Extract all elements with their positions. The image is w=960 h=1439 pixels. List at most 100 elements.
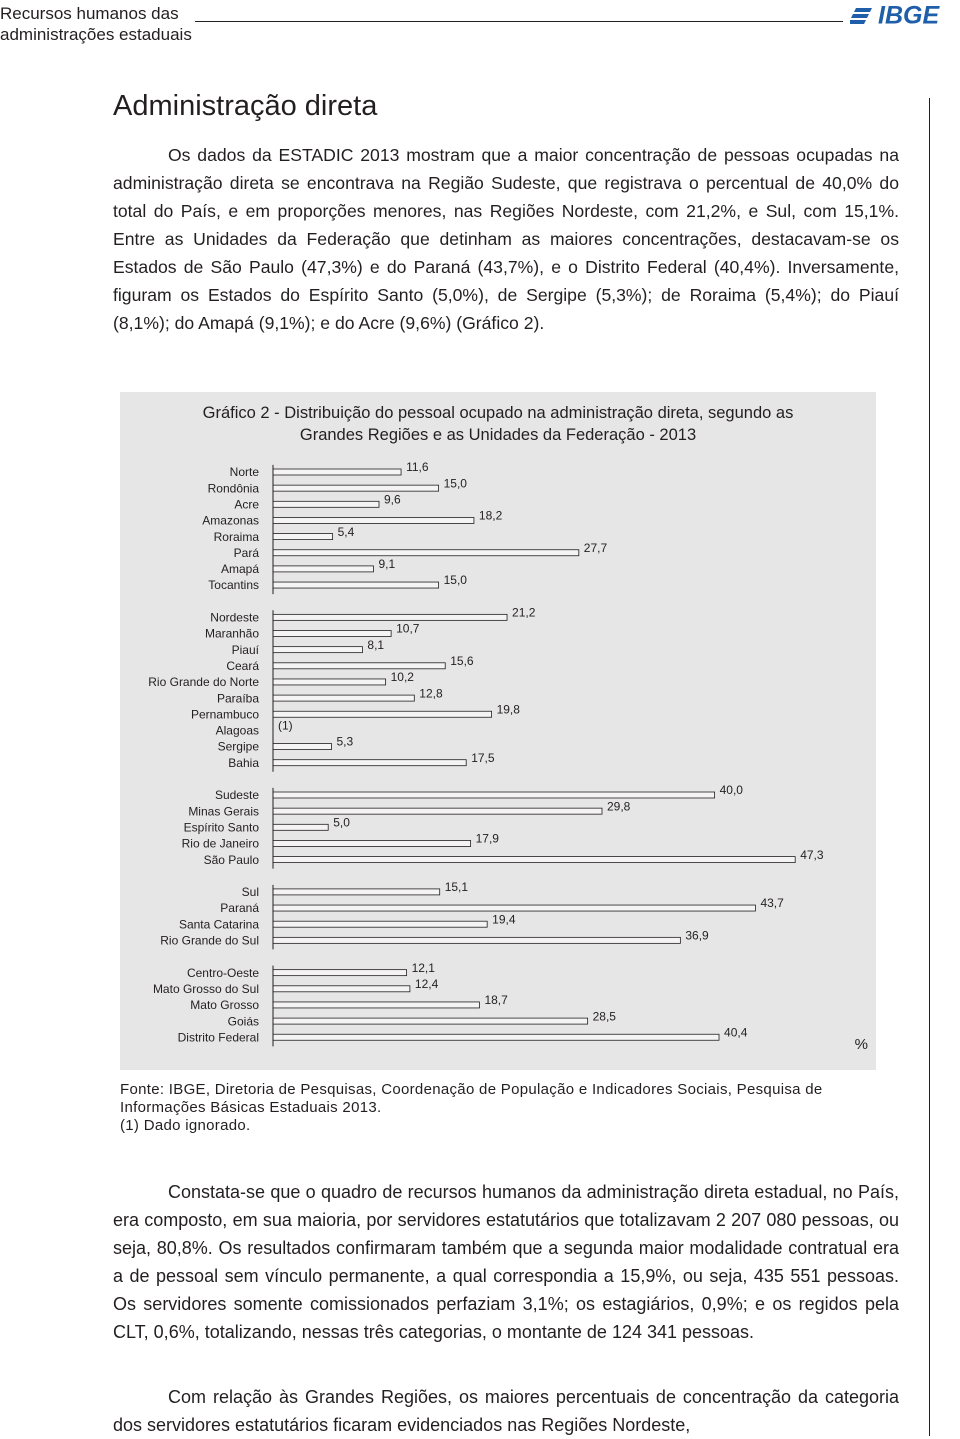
value-label: 19,4 <box>492 912 516 926</box>
bar <box>272 646 363 654</box>
value-label: (1) <box>278 719 293 733</box>
paragraph: Os dados da ESTADIC 2013 mostram que a m… <box>113 145 899 333</box>
category-label: Rio Grande do Sul <box>160 934 259 948</box>
bar <box>272 985 411 993</box>
bar <box>272 565 374 573</box>
value-label: 36,9 <box>685 929 709 943</box>
category-label: Sergipe <box>218 740 260 754</box>
value-label: 27,7 <box>584 541 608 555</box>
category-label: Alagoas <box>216 724 259 738</box>
chart-title: Gráfico 2 - Distribuição do pessoal ocup… <box>120 402 876 446</box>
value-label: 15,6 <box>450 654 474 668</box>
paragraph: Com relação às Grandes Regiões, os maior… <box>113 1387 899 1435</box>
category-label: Amapá <box>221 562 259 576</box>
logo: IBGE <box>850 2 940 30</box>
bar <box>272 581 440 589</box>
header-line: administrações estaduais <box>0 25 192 44</box>
bar <box>272 920 488 928</box>
value-label: 12,1 <box>412 961 436 975</box>
bar <box>272 840 472 847</box>
bar <box>272 549 580 557</box>
value-label: 8,1 <box>367 638 384 652</box>
value-label: 29,8 <box>607 799 631 813</box>
logo-text: IBGE <box>878 2 940 30</box>
paragraph: Constata-se que o quadro de recursos hum… <box>113 1182 899 1342</box>
category-label: Bahia <box>228 756 259 770</box>
bar <box>272 533 334 541</box>
value-label: 17,9 <box>476 832 500 846</box>
value-label: 5,4 <box>338 525 355 539</box>
section-title: Administração direta <box>113 90 378 122</box>
value-label: 11,6 <box>406 460 429 474</box>
category-label: Rondônia <box>208 481 260 495</box>
value-label: 40,4 <box>724 1025 748 1039</box>
unit-label: % <box>855 1036 868 1053</box>
bar <box>272 823 329 831</box>
header-rule <box>195 21 843 22</box>
value-label: 10,2 <box>391 670 415 684</box>
bar <box>272 1001 480 1009</box>
bar <box>272 500 380 508</box>
category-label: Mato Grosso do Sul <box>153 982 259 996</box>
category-label: Centro-Oeste <box>187 966 259 980</box>
value-label: 12,8 <box>419 686 443 700</box>
value-label: 15,1 <box>445 880 469 894</box>
chart: Norte 11,6 Rondônia 15,0 Acre 9,6 Amazonas 18,2… <box>148 460 868 1053</box>
bar <box>272 936 681 944</box>
category-label: Acre <box>234 497 259 511</box>
value-label: 19,8 <box>497 702 521 716</box>
bar <box>272 630 392 637</box>
bar <box>272 678 387 686</box>
value-label: 15,0 <box>444 573 468 587</box>
category-label: Rio de Janeiro <box>182 837 260 851</box>
value-label: 10,7 <box>396 622 420 636</box>
value-label: 9,6 <box>384 492 401 506</box>
category-label: Roraima <box>214 530 260 544</box>
bar <box>272 694 415 702</box>
bar <box>272 807 603 815</box>
margin-rule <box>929 98 930 1436</box>
category-label: Goiás <box>228 1014 259 1028</box>
category-label: Maranhão <box>205 627 259 641</box>
value-label: 18,7 <box>484 993 508 1007</box>
bar <box>272 856 796 864</box>
chart-title-text: Gráfico 2 - Distribuição do pessoal ocup… <box>202 404 794 444</box>
category-label: Distrito Federal <box>178 1030 259 1044</box>
value-label: 17,5 <box>471 751 495 765</box>
header-line: Recursos humanos das <box>0 4 179 23</box>
value-label: 15,0 <box>444 476 468 490</box>
source-note: Fonte: IBGE, Diretoria de Pesquisas, Coo… <box>120 1081 823 1116</box>
bar <box>272 710 492 718</box>
category-label: Santa Catarina <box>179 917 259 931</box>
bar <box>272 743 332 750</box>
bar <box>272 484 440 492</box>
value-label: 5,0 <box>333 815 350 829</box>
category-label: Sudeste <box>215 788 259 802</box>
category-label: Espírito Santo <box>184 820 260 834</box>
bar <box>272 1033 720 1041</box>
category-label: Paraná <box>220 901 259 915</box>
category-label: Sul <box>242 885 259 899</box>
value-label: 40,0 <box>720 783 744 797</box>
bar <box>272 517 475 524</box>
running-header: Recursos humanos das administrações esta… <box>0 3 192 45</box>
value-label: 43,7 <box>760 896 784 910</box>
value-label: 21,2 <box>512 606 536 620</box>
category-label: Pernambuco <box>191 707 259 721</box>
category-label: Rio Grande do Norte <box>148 675 259 689</box>
category-label: Norte <box>230 465 260 479</box>
value-label: 28,5 <box>593 1009 617 1023</box>
footnote: (1) Dado ignorado. <box>120 1117 251 1134</box>
bar <box>272 613 508 621</box>
value-label: 18,2 <box>479 509 503 523</box>
value-label: 9,1 <box>378 557 395 571</box>
value-label: 12,4 <box>415 977 439 991</box>
category-label: Paraíba <box>217 691 259 705</box>
bar <box>272 904 756 912</box>
category-label: Mato Grosso <box>190 998 259 1012</box>
category-label: Amazonas <box>202 514 259 528</box>
category-label: Pará <box>234 546 260 560</box>
bar <box>272 888 441 896</box>
bar <box>272 969 407 977</box>
